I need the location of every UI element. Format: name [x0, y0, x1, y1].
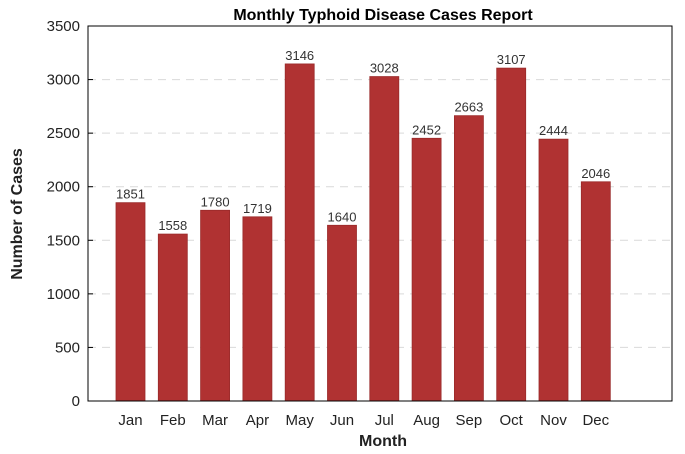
x-tick-label-sep: Sep — [456, 412, 483, 429]
bars — [115, 63, 611, 402]
bar-nov — [538, 138, 569, 402]
bar-mar — [200, 209, 231, 402]
y-tick-label: 500 — [55, 339, 80, 356]
x-tick-label-feb: Feb — [160, 412, 186, 429]
data-label-oct: 3107 — [497, 52, 526, 67]
bar-may — [284, 63, 315, 402]
bar-dec — [580, 181, 611, 402]
x-axis-ticks: Jan Feb Mar Apr May Jun Jul Aug Sep Oct Nov Dec — [118, 412, 609, 429]
data-label-jun: 1640 — [328, 209, 357, 224]
data-labels: 1851 1558 1780 1719 3146 1640 3028 2452 2663 3107… — [116, 48, 610, 233]
bar-jan — [115, 202, 146, 402]
y-tick-label: 3000 — [47, 72, 80, 89]
x-tick-label-apr: Apr — [246, 412, 269, 429]
x-tick-label-jun: Jun — [330, 412, 354, 429]
x-tick-label-aug: Aug — [413, 412, 440, 429]
data-label-nov: 2444 — [539, 123, 568, 138]
bar-feb — [157, 233, 188, 402]
bar-jul — [369, 76, 400, 402]
data-label-jul: 3028 — [370, 61, 399, 76]
x-axis-label: Month — [359, 433, 407, 450]
x-tick-label-jul: Jul — [375, 412, 394, 429]
data-label-apr: 1719 — [243, 201, 272, 216]
y-tick-label: 2500 — [47, 125, 80, 142]
y-tick-label: 3500 — [47, 18, 80, 35]
y-tick-label: 1000 — [47, 286, 80, 303]
y-axis-ticks: 0 500 1000 1500 2000 2500 3000 3500 — [47, 18, 93, 410]
bar-oct — [496, 67, 527, 402]
bar-sep — [453, 115, 484, 402]
x-tick-label-nov: Nov — [540, 412, 567, 429]
data-label-mar: 1780 — [201, 194, 230, 209]
chart-title: Monthly Typhoid Disease Cases Report — [233, 7, 533, 24]
x-tick-label-may: May — [286, 412, 315, 429]
y-tick-label: 1500 — [47, 232, 80, 249]
data-label-sep: 2663 — [454, 100, 483, 115]
bar-aug — [411, 137, 442, 402]
y-axis-label: Number of Cases — [9, 148, 26, 280]
plot-frame — [87, 25, 673, 402]
x-tick-label-oct: Oct — [500, 412, 524, 429]
x-tick-label-dec: Dec — [582, 412, 609, 429]
data-label-dec: 2046 — [581, 166, 610, 181]
y-tick-label: 0 — [72, 393, 80, 410]
data-label-may: 3146 — [285, 48, 314, 63]
bar-apr — [242, 216, 273, 402]
data-label-jan: 1851 — [116, 187, 145, 202]
bar-jun — [327, 224, 357, 402]
y-tick-label: 2000 — [47, 179, 80, 196]
x-tick-label-mar: Mar — [202, 412, 228, 429]
data-label-aug: 2452 — [412, 122, 441, 137]
data-label-feb: 1558 — [158, 218, 187, 233]
x-tick-label-jan: Jan — [118, 412, 142, 429]
